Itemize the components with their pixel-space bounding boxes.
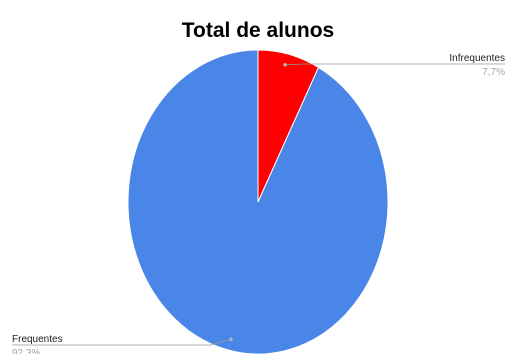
slice-value-infrequentes: 7,7%: [482, 67, 505, 78]
pie-slices: [127, 49, 389, 354]
callout-line-infrequentes: [285, 63, 505, 66]
slice-label-frequentes: Frequentes: [12, 334, 63, 345]
callout-line-frequentes: [12, 338, 232, 346]
pie-slice-frequentes: [127, 49, 389, 354]
slice-callouts: Infrequentes 7,7% Frequentes 92,3%: [12, 53, 505, 354]
slice-value-frequentes: 92,3%: [12, 348, 40, 354]
slice-label-infrequentes: Infrequentes: [449, 53, 505, 64]
chart-title: Total de alunos: [182, 19, 334, 42]
